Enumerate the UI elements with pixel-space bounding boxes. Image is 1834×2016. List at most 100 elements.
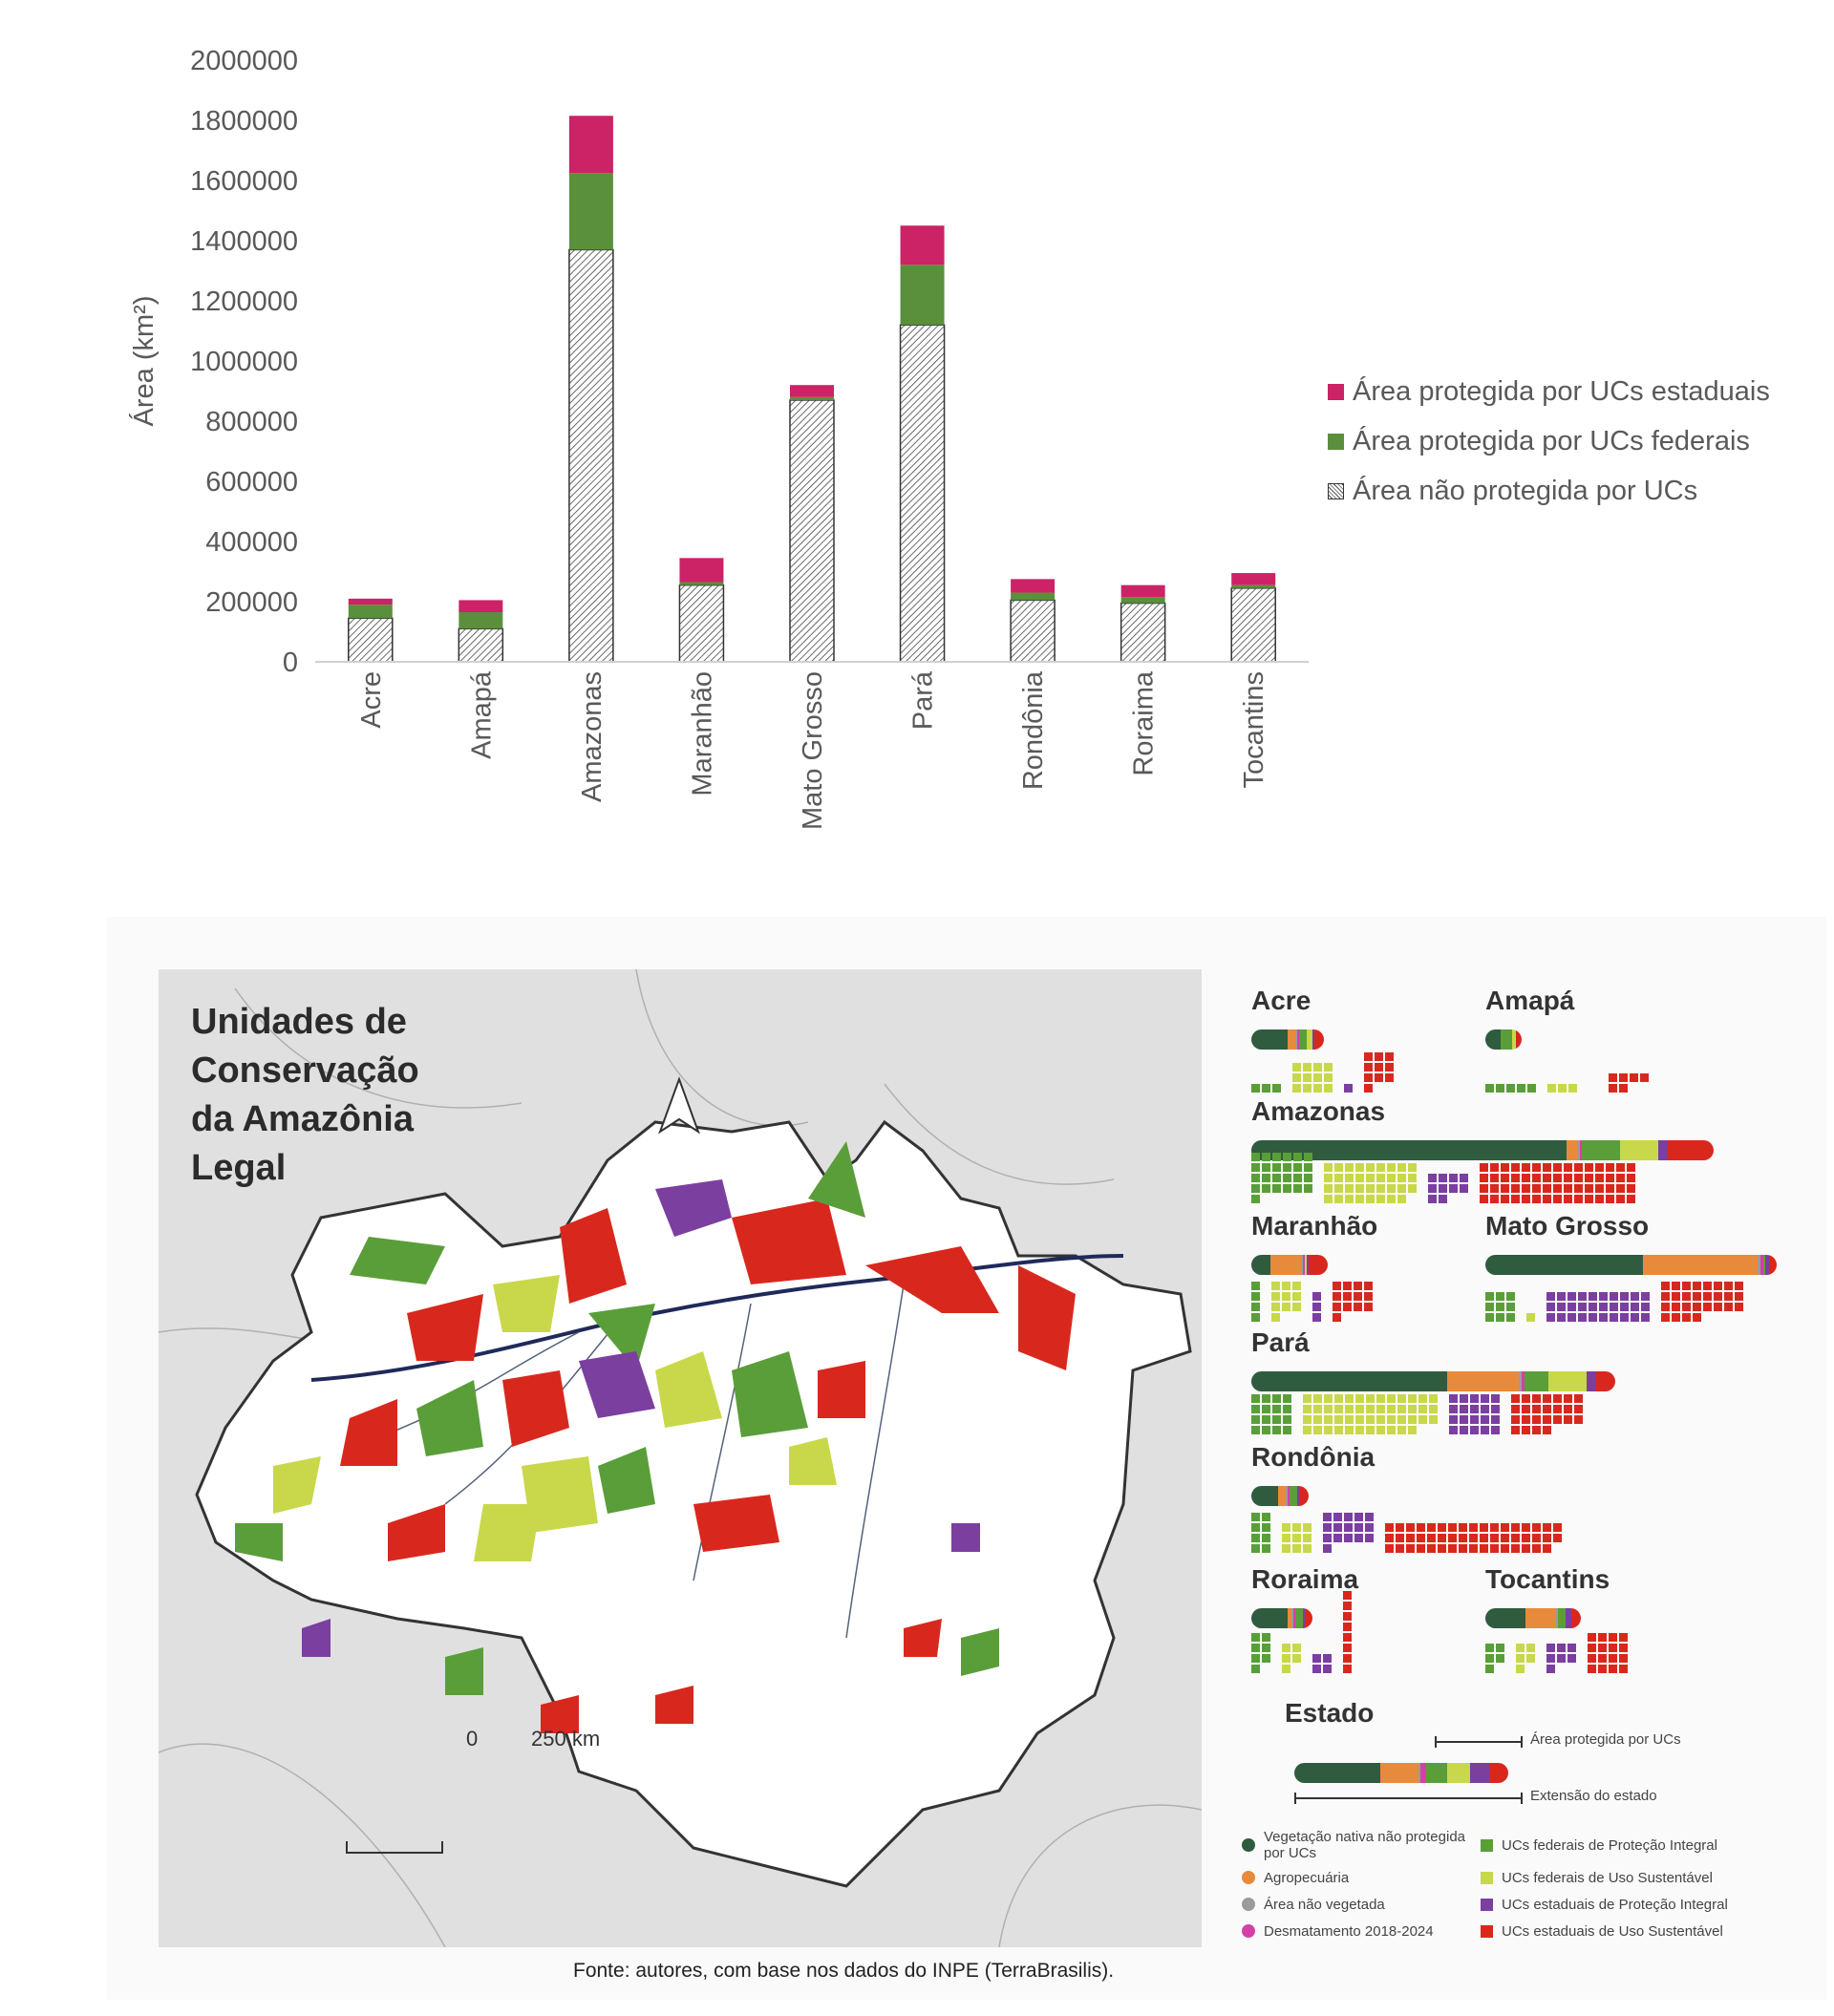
- waffle-cell: [1385, 1073, 1394, 1082]
- bar-segment: [1301, 1255, 1303, 1275]
- waffle-cell: [1630, 1073, 1638, 1082]
- waffle-cell: [1262, 1163, 1270, 1172]
- waffle-cell: [1557, 1303, 1566, 1311]
- bar-segment: [1522, 1371, 1525, 1391]
- waffle-cell: [1292, 1084, 1301, 1093]
- waffle-cell: [1324, 1394, 1333, 1403]
- waffle-cell: [1526, 1654, 1535, 1663]
- waffle-cell: [1354, 1523, 1363, 1532]
- waffle-cell: [1609, 1654, 1617, 1663]
- waffle-cell: [1672, 1282, 1680, 1290]
- waffle-cell: [1672, 1292, 1680, 1301]
- bar-segment: [1297, 1029, 1299, 1050]
- waffle-cell: [1620, 1313, 1629, 1322]
- bar-segment: [1516, 1029, 1522, 1050]
- waffle-cell: [1682, 1282, 1691, 1290]
- waffle-cell: [1480, 1544, 1488, 1553]
- waffle-cell: [1387, 1163, 1396, 1172]
- waffle-cell: [1272, 1415, 1281, 1424]
- category-legend-label: Área não vegetada: [1264, 1896, 1385, 1913]
- state-waffle-acre: [1251, 1052, 1394, 1093]
- waffle-cell: [1334, 1394, 1343, 1403]
- waffle-cell: [1333, 1303, 1341, 1311]
- waffle-cell: [1588, 1654, 1596, 1663]
- waffle-cell: [1429, 1415, 1438, 1424]
- waffle-cell: [1588, 1633, 1596, 1642]
- waffle-cell: [1429, 1405, 1438, 1413]
- waffle-cell: [1616, 1174, 1625, 1182]
- waffle-cell: [1606, 1174, 1614, 1182]
- bar-segment: [1765, 1255, 1769, 1275]
- waffle-cell: [1595, 1163, 1604, 1172]
- waffle-cell: [1522, 1405, 1530, 1413]
- bar-segment-nao-protegida: [568, 248, 614, 663]
- category-legend-label: UCs federais de Uso Sustentável: [1502, 1869, 1713, 1886]
- state-bar-mato-grosso: [1485, 1255, 1777, 1275]
- waffle-cell: [1714, 1282, 1722, 1290]
- waffle-cell: [1735, 1282, 1743, 1290]
- waffle-group: [1251, 1633, 1270, 1673]
- waffle-cell: [1376, 1394, 1385, 1403]
- category-legend-marker: [1242, 1924, 1255, 1938]
- state-label-acre: Acre: [1251, 986, 1312, 1015]
- waffle-cell: [1251, 1303, 1260, 1311]
- waffle-cell: [1564, 1184, 1572, 1193]
- waffle-cell: [1334, 1426, 1343, 1434]
- state-bar-para: [1251, 1371, 1615, 1391]
- x-tick-label: Mato Grosso: [798, 671, 828, 830]
- waffle-cell: [1344, 1534, 1353, 1542]
- waffle-cell: [1251, 1654, 1260, 1663]
- waffle-cell: [1522, 1195, 1530, 1203]
- bar-segment-federais: [458, 612, 503, 629]
- waffle-cell: [1345, 1394, 1354, 1403]
- waffle-cell: [1469, 1523, 1478, 1532]
- waffle-cell: [1387, 1394, 1396, 1403]
- bar-chart: Área (km²) 20000001800000160000014000001…: [128, 46, 1309, 830]
- category-legend-label: UCs federais de Proteção Integral: [1502, 1836, 1717, 1854]
- waffle-cell: [1293, 1174, 1302, 1182]
- category-legend-item: Área não vegetada: [1242, 1894, 1471, 1915]
- waffle-cell: [1251, 1523, 1260, 1532]
- waffle-cell: [1376, 1195, 1385, 1203]
- waffle-cell: [1408, 1394, 1417, 1403]
- waffle-cell: [1578, 1292, 1587, 1301]
- bar-segment: [1485, 1029, 1501, 1050]
- waffle-cell: [1564, 1394, 1572, 1403]
- waffle-cell: [1588, 1644, 1596, 1652]
- waffle-cell: [1397, 1394, 1406, 1403]
- waffle-cell: [1490, 1184, 1499, 1193]
- waffle-cell: [1343, 1644, 1352, 1652]
- waffle-cell: [1262, 1174, 1270, 1182]
- bar-segment: [1293, 1608, 1295, 1628]
- waffle-cell: [1564, 1195, 1572, 1203]
- waffle-cell: [1546, 1654, 1555, 1663]
- waffle-cell: [1355, 1195, 1364, 1203]
- waffle-cell: [1543, 1405, 1551, 1413]
- waffle-cell: [1553, 1415, 1562, 1424]
- waffle-cell: [1735, 1303, 1743, 1311]
- waffle-cell: [1511, 1523, 1520, 1532]
- waffle-cell: [1366, 1163, 1375, 1172]
- waffle-cell: [1585, 1195, 1593, 1203]
- category-legend-marker: [1242, 1838, 1255, 1852]
- waffle-cell: [1366, 1174, 1375, 1182]
- waffle-cell: [1334, 1415, 1343, 1424]
- waffle-cell: [1427, 1534, 1436, 1542]
- bar-segment: [1251, 1140, 1567, 1160]
- waffle-cell: [1333, 1523, 1342, 1532]
- waffle-cell: [1354, 1513, 1363, 1521]
- category-legend-marker: [1481, 1924, 1493, 1938]
- waffle-cell: [1438, 1523, 1446, 1532]
- category-legend-label: Agropecuária: [1264, 1869, 1350, 1886]
- protected-areas: [235, 1141, 1076, 1733]
- waffle-cell: [1481, 1426, 1489, 1434]
- waffle-cell: [1460, 1184, 1468, 1193]
- bar-segment: [1251, 1371, 1447, 1391]
- waffle-cell: [1595, 1174, 1604, 1182]
- waffle-cell: [1511, 1544, 1520, 1553]
- map-title: Unidades de Conservação da Amazônia Lega…: [191, 998, 506, 1193]
- waffle-group: [1251, 1153, 1312, 1203]
- legend-swatch-federais: [1328, 433, 1344, 450]
- waffle-cell: [1724, 1282, 1733, 1290]
- waffle-cell: [1481, 1405, 1489, 1413]
